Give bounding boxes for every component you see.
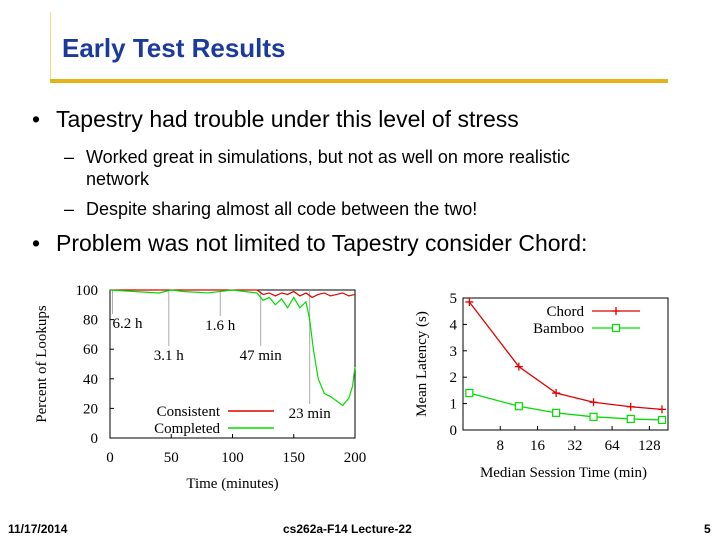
chart1-ytick-label: 100 [76, 283, 99, 299]
chart1-xtick-label: 200 [344, 450, 367, 466]
chart2-point-bamboo [515, 403, 522, 410]
chart1-ytick-label: 80 [83, 313, 98, 329]
chart1-xtick-label: 50 [164, 450, 179, 466]
chart1-annotation-label: 6.2 h [112, 316, 143, 332]
page-number: 5 [704, 522, 711, 536]
chart2-ytick-label: 5 [450, 291, 458, 307]
chart2-ytick-label: 2 [450, 370, 458, 386]
chart1-ytick-label: 60 [83, 342, 98, 358]
chart2-xtick-label: 8 [497, 438, 505, 454]
chart2-legend-marker [612, 307, 620, 315]
chart2-legend-marker [613, 325, 620, 332]
chart2-xtick-label: 64 [605, 438, 621, 454]
chart2-point-bamboo [553, 409, 560, 416]
chart2-point-chord [552, 389, 560, 397]
chart2-point-chord [627, 403, 635, 411]
chart2-ytick-label: 4 [450, 317, 458, 333]
footer-date: 11/17/2014 [8, 522, 67, 536]
chart2-ytick-label: 1 [450, 397, 458, 413]
footer-course: cs262a-F14 Lecture-22 [283, 522, 412, 536]
chart1-legend-label: Consistent [157, 404, 221, 420]
chart1-annotation-label: 23 min [289, 406, 332, 422]
chart2-point-bamboo [590, 413, 597, 420]
chart2-ytick-label: 3 [450, 344, 458, 360]
chart1-annotation-label: 3.1 h [154, 348, 185, 364]
chart1-series-consistent [110, 290, 355, 297]
chart2-point-bamboo [466, 390, 473, 397]
chart2-point-bamboo [627, 415, 634, 422]
chart1-xtick-label: 100 [221, 450, 244, 466]
chart1-ytick-label: 0 [91, 431, 99, 447]
chart1-ytick-label: 20 [83, 401, 98, 417]
chart2-point-bamboo [659, 416, 666, 423]
chart1-legend-label: Completed [154, 421, 220, 437]
chart2-xaxis-label: Median Session Time (min) [480, 465, 647, 481]
chart2-yaxis-label: Mean Latency (s) [414, 311, 430, 417]
chart1-xtick-label: 0 [106, 450, 114, 466]
chart2-xtick-label: 16 [530, 438, 546, 454]
chart1-yaxis-label: Percent of Lookups [34, 305, 50, 423]
chart1-series-completed [110, 290, 355, 405]
chart2-legend-label: Bamboo [533, 321, 584, 337]
chart2-xtick-label: 128 [638, 438, 661, 454]
chart1-ytick-label: 40 [83, 372, 98, 388]
chart2-legend-label: Chord [547, 304, 585, 320]
chart2-xtick-label: 32 [567, 438, 582, 454]
chart2-point-chord [658, 405, 666, 413]
chart2-ytick-label: 0 [450, 423, 458, 439]
chart1-xtick-label: 150 [283, 450, 306, 466]
chart1-annotation-label: 47 min [240, 348, 283, 364]
chart1-xaxis-label: Time (minutes) [186, 476, 278, 492]
chart2-point-chord [590, 398, 598, 406]
chart1-annotation-label: 1.6 h [205, 318, 236, 334]
